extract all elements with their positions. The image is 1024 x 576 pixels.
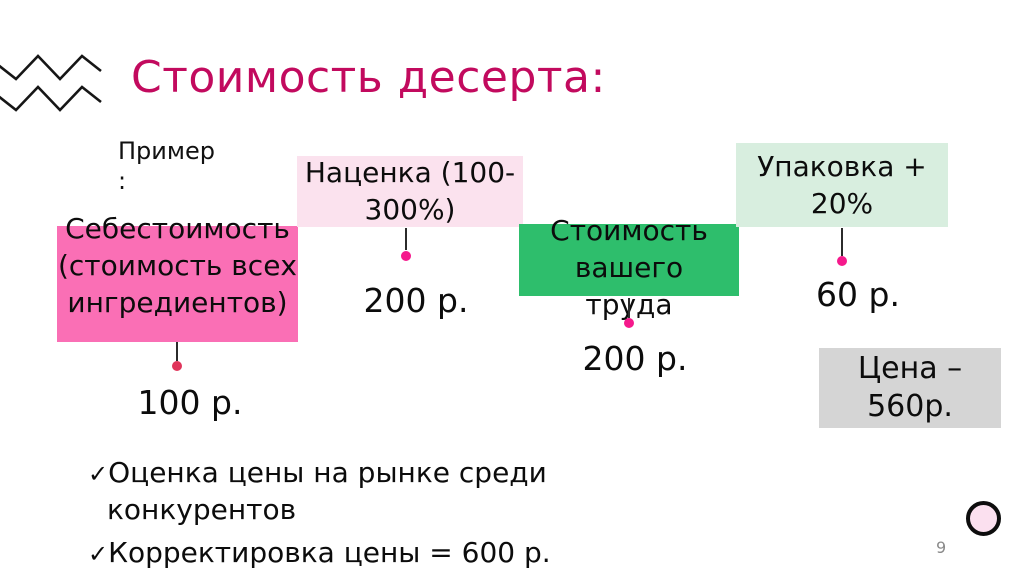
- cost-value: 100 р.: [137, 383, 243, 422]
- circle-decoration-icon: [966, 501, 1001, 536]
- price-box: Цена – 560р.: [819, 348, 1001, 428]
- bullet-item: ✓Оценка цены на рынке среди конкурентов: [88, 455, 607, 528]
- checkmark-icon: ✓: [88, 460, 109, 488]
- packaging-connector-dot: [837, 256, 847, 266]
- packaging-connector-line: [841, 228, 843, 256]
- zigzag-icon: [0, 54, 102, 112]
- labor-box: [519, 224, 739, 296]
- markup-connector-dot: [401, 251, 411, 261]
- cost-connector-dot: [172, 361, 182, 371]
- markup-value: 200 р.: [363, 281, 469, 320]
- packaging-box-label: Упаковка + 20%: [757, 150, 927, 220]
- slide-title: Стоимость десерта:: [131, 52, 606, 103]
- bullet-text: Корректировка цены = 600 р.: [108, 536, 551, 569]
- checkmark-icon: ✓: [88, 540, 109, 568]
- packaging-value: 60 р.: [816, 275, 900, 314]
- markup-connector-line: [405, 228, 407, 250]
- markup-box-label: Наценка (100-300%): [304, 156, 516, 226]
- cost-box: [57, 226, 298, 342]
- bullet-text: Оценка цены на рынке среди конкурентов: [107, 456, 547, 526]
- cost-box-label: Себестоимость (стоимость всех ингредиент…: [57, 212, 297, 319]
- bullet-item: ✓Корректировка цены = 600 р.: [88, 535, 607, 572]
- price-box-label: Цена – 560р.: [857, 351, 963, 424]
- example-label: Пример :: [118, 137, 215, 195]
- labor-value: 200 р.: [582, 339, 688, 378]
- markup-box: [297, 156, 523, 227]
- cost-connector-line: [176, 342, 178, 361]
- labor-connector-dot: [624, 318, 634, 328]
- bullet-list: ✓Оценка цены на рынке среди конкурентов …: [88, 455, 608, 576]
- page-number: 9: [936, 538, 947, 557]
- labor-connector-line: [628, 298, 630, 318]
- packaging-box: [736, 143, 948, 227]
